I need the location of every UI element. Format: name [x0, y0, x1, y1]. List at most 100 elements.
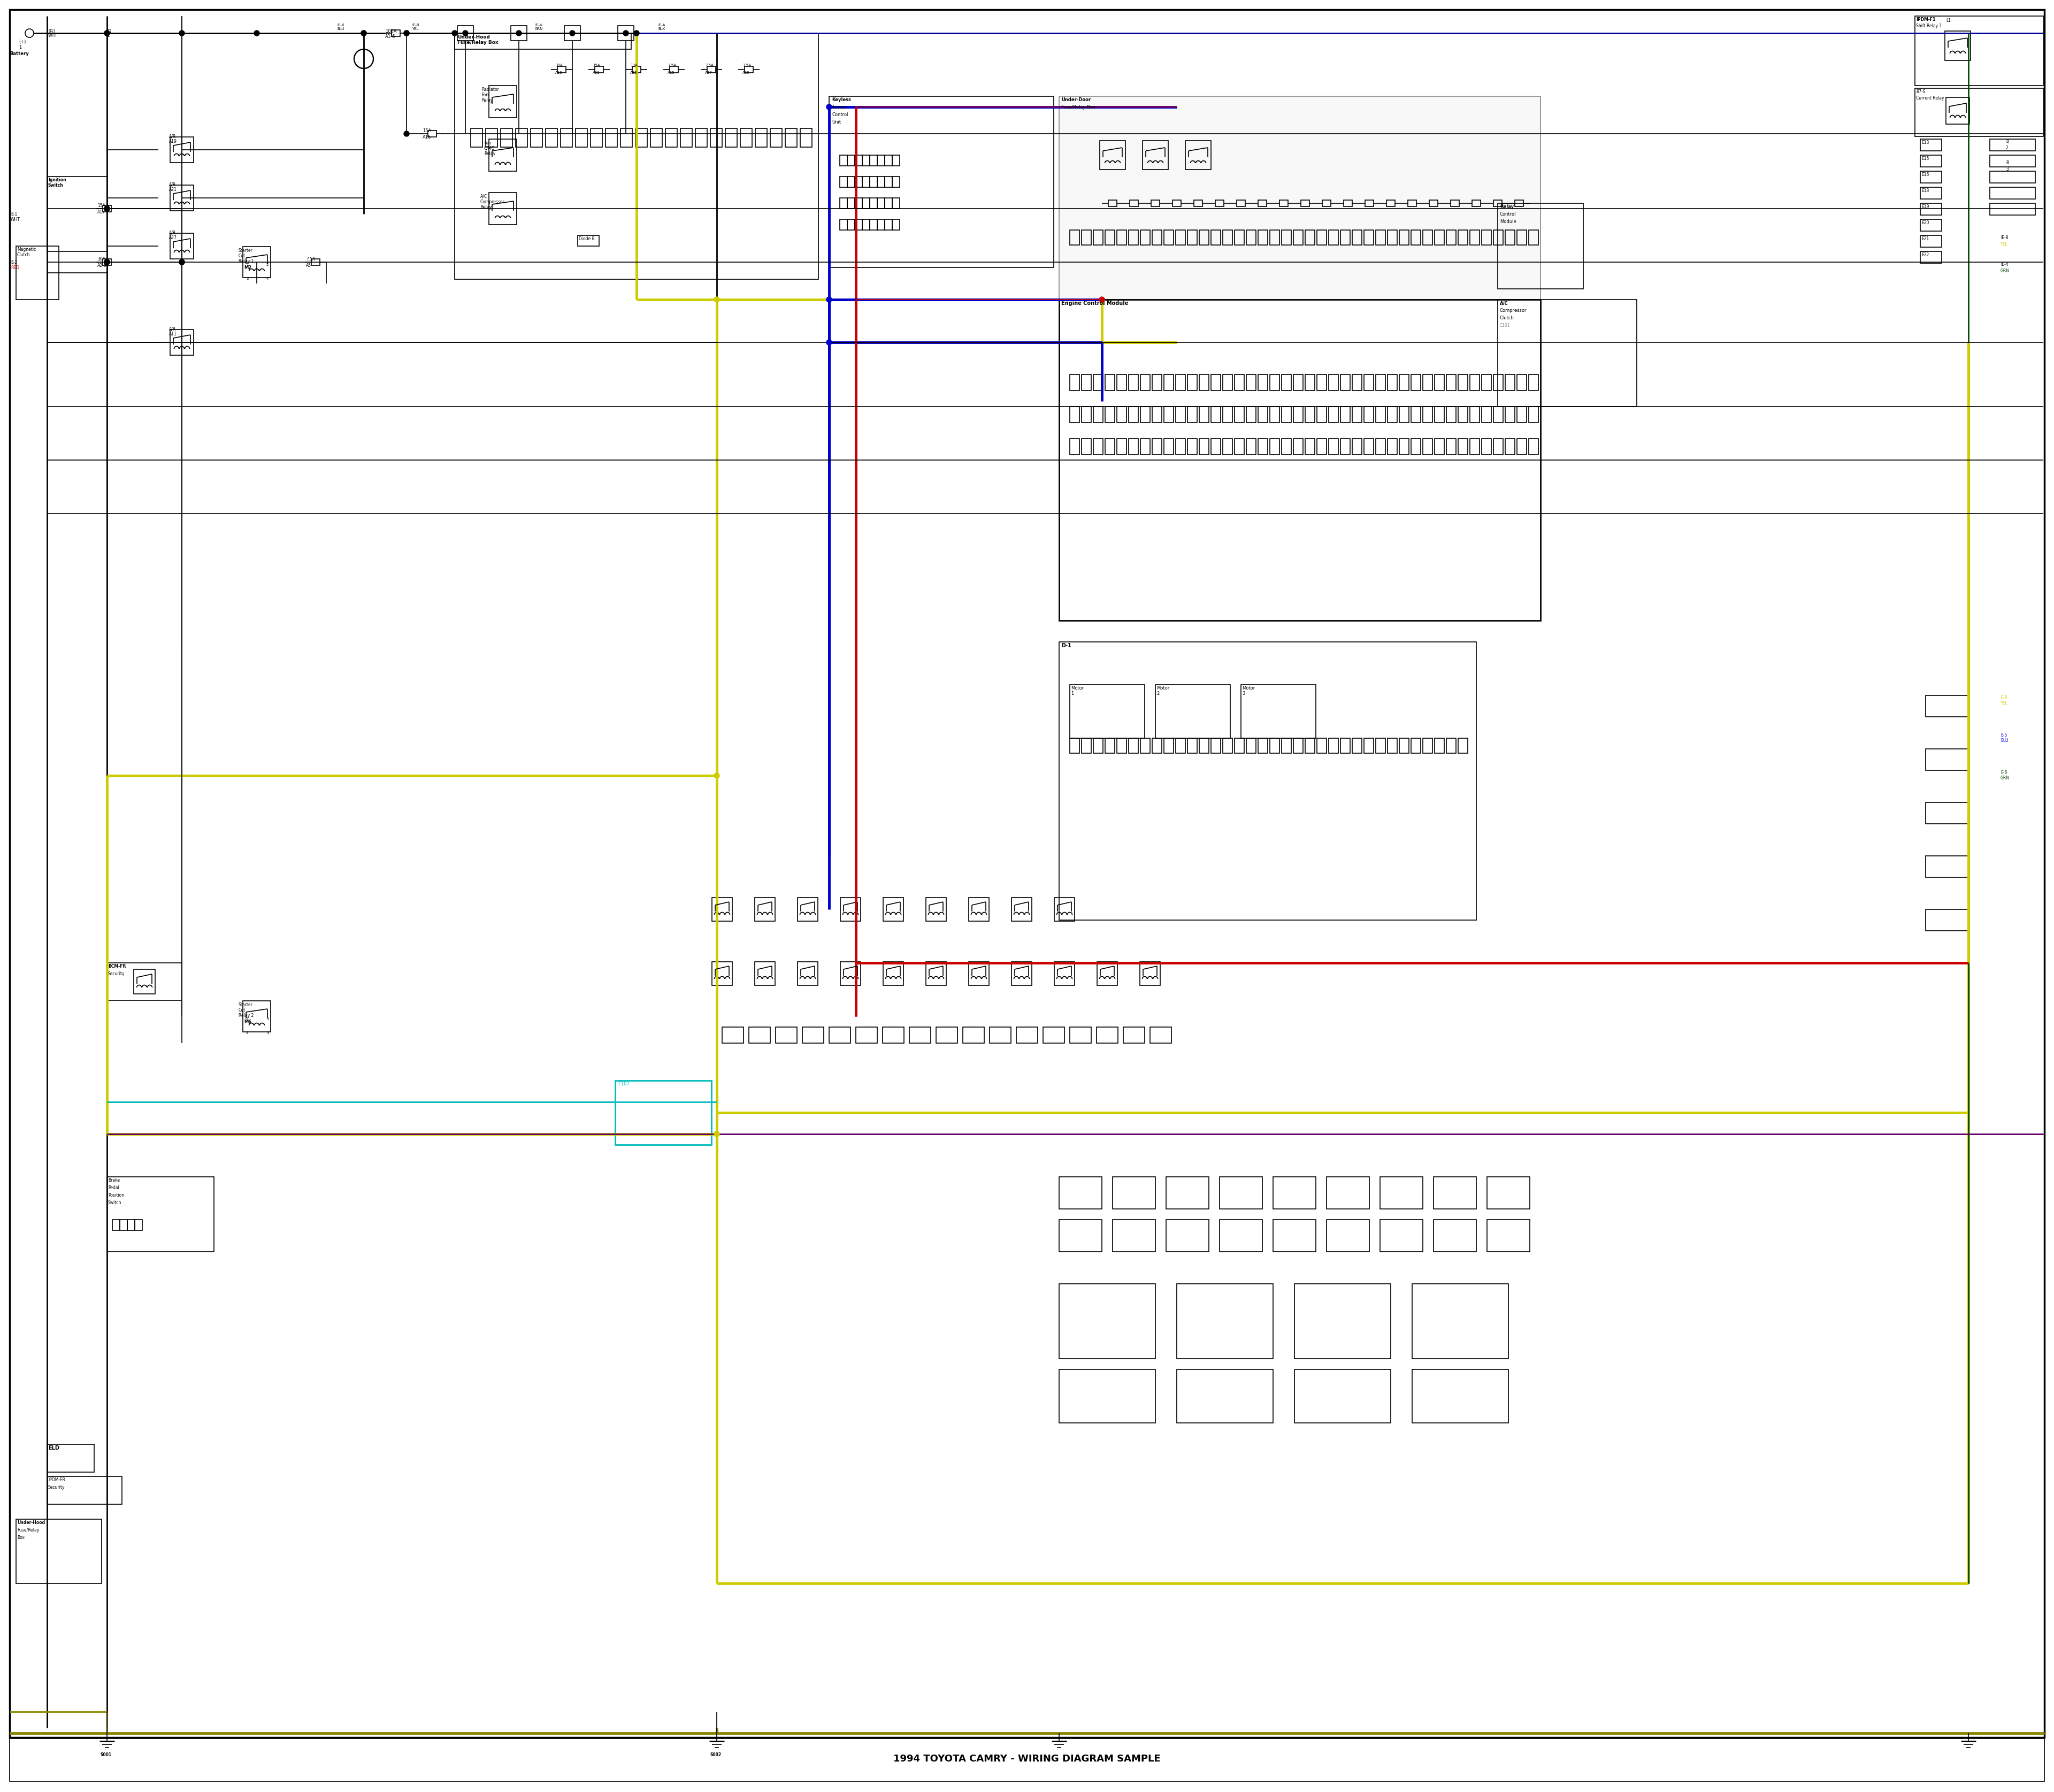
- Bar: [1128, 439, 1138, 455]
- Bar: [750, 1027, 770, 1043]
- Circle shape: [622, 30, 629, 36]
- Bar: [1376, 375, 1384, 391]
- Text: Pedal: Pedal: [109, 1185, 119, 1190]
- Text: 15A: 15A: [423, 129, 431, 133]
- Text: IPDM-FR: IPDM-FR: [47, 1477, 66, 1482]
- Bar: [1060, 1283, 1154, 1358]
- Circle shape: [405, 30, 409, 36]
- Bar: [1927, 857, 1968, 878]
- Bar: [990, 1027, 1011, 1043]
- Bar: [883, 962, 904, 986]
- Text: Relay 1: Relay 1: [238, 258, 255, 263]
- Bar: [1304, 375, 1315, 391]
- Bar: [803, 1027, 824, 1043]
- Text: 2: 2: [2007, 145, 2009, 151]
- Text: B7-S: B7-S: [1916, 90, 1925, 95]
- Text: Fuse/Relay Box: Fuse/Relay Box: [1062, 106, 1095, 109]
- Bar: [1364, 738, 1374, 753]
- Text: E13: E13: [1920, 140, 1929, 145]
- Text: A21: A21: [168, 186, 177, 192]
- Bar: [1920, 156, 1941, 167]
- Bar: [1109, 201, 1117, 206]
- Text: Under-Door: Under-Door: [1062, 97, 1091, 102]
- Text: L1: L1: [1945, 18, 1951, 23]
- Bar: [776, 1027, 797, 1043]
- Bar: [830, 97, 1054, 267]
- Bar: [1234, 738, 1245, 753]
- Bar: [489, 86, 518, 118]
- Bar: [1300, 201, 1310, 206]
- Bar: [606, 129, 618, 147]
- Circle shape: [105, 260, 109, 265]
- Text: Starter: Starter: [238, 249, 253, 253]
- Bar: [592, 129, 602, 147]
- Text: Relay 2: Relay 2: [238, 1012, 255, 1018]
- Bar: [1257, 407, 1267, 423]
- Text: ELD: ELD: [47, 1446, 60, 1452]
- Bar: [1167, 1177, 1210, 1210]
- Bar: [1093, 407, 1103, 423]
- Text: (+): (+): [18, 39, 27, 45]
- Bar: [1082, 738, 1091, 753]
- Bar: [501, 129, 511, 147]
- Circle shape: [715, 297, 719, 303]
- Text: IPDM-F1: IPDM-F1: [1916, 18, 1935, 22]
- Text: 4: 4: [246, 1032, 249, 1034]
- Bar: [1294, 738, 1302, 753]
- Bar: [1446, 439, 1456, 455]
- Bar: [47, 1477, 121, 1503]
- Text: Relay: Relay: [1499, 204, 1514, 210]
- Text: 7.5A: 7.5A: [668, 65, 676, 66]
- Bar: [830, 1027, 850, 1043]
- Bar: [1317, 439, 1327, 455]
- Text: C101: C101: [1499, 323, 1510, 328]
- Circle shape: [516, 30, 522, 36]
- Bar: [557, 66, 567, 73]
- Text: BCM-FR: BCM-FR: [109, 964, 125, 969]
- Bar: [1920, 172, 1941, 183]
- Bar: [1128, 375, 1138, 391]
- Bar: [113, 1220, 119, 1231]
- Bar: [1220, 1177, 1263, 1210]
- Bar: [1273, 1177, 1317, 1210]
- Bar: [136, 1220, 142, 1231]
- Bar: [1212, 407, 1220, 423]
- Bar: [1411, 738, 1421, 753]
- Bar: [1434, 439, 1444, 455]
- Text: Security: Security: [109, 971, 125, 977]
- Bar: [1070, 375, 1080, 391]
- Bar: [1187, 229, 1197, 246]
- Bar: [1446, 738, 1456, 753]
- Text: Battery: Battery: [10, 52, 29, 56]
- Text: Motor
2: Motor 2: [1156, 686, 1169, 695]
- Bar: [1914, 16, 2044, 86]
- Bar: [1506, 375, 1516, 391]
- Bar: [516, 129, 528, 147]
- Bar: [797, 898, 817, 921]
- Bar: [1117, 407, 1126, 423]
- Bar: [840, 177, 846, 186]
- Text: Security: Security: [47, 1486, 66, 1489]
- Text: C/MO: C/MO: [485, 145, 495, 151]
- Text: 30A: 30A: [97, 256, 105, 262]
- Text: Unit: Unit: [832, 120, 840, 125]
- Text: Shift Relay 1: Shift Relay 1: [1916, 23, 1941, 29]
- Bar: [1920, 186, 1941, 199]
- Bar: [1528, 439, 1538, 455]
- Bar: [857, 1027, 877, 1043]
- Bar: [1423, 439, 1432, 455]
- Bar: [713, 962, 733, 986]
- Bar: [1234, 407, 1245, 423]
- Bar: [1082, 229, 1091, 246]
- Text: A21: A21: [594, 72, 600, 73]
- Bar: [846, 156, 854, 167]
- Bar: [910, 1027, 930, 1043]
- Bar: [1376, 407, 1384, 423]
- Bar: [1411, 407, 1421, 423]
- Bar: [1506, 439, 1516, 455]
- Text: IE-8: IE-8: [2001, 235, 2009, 240]
- Text: 30A: 30A: [555, 65, 563, 66]
- Bar: [1389, 407, 1397, 423]
- Text: 3: 3: [246, 278, 249, 280]
- Text: Access: Access: [832, 106, 846, 109]
